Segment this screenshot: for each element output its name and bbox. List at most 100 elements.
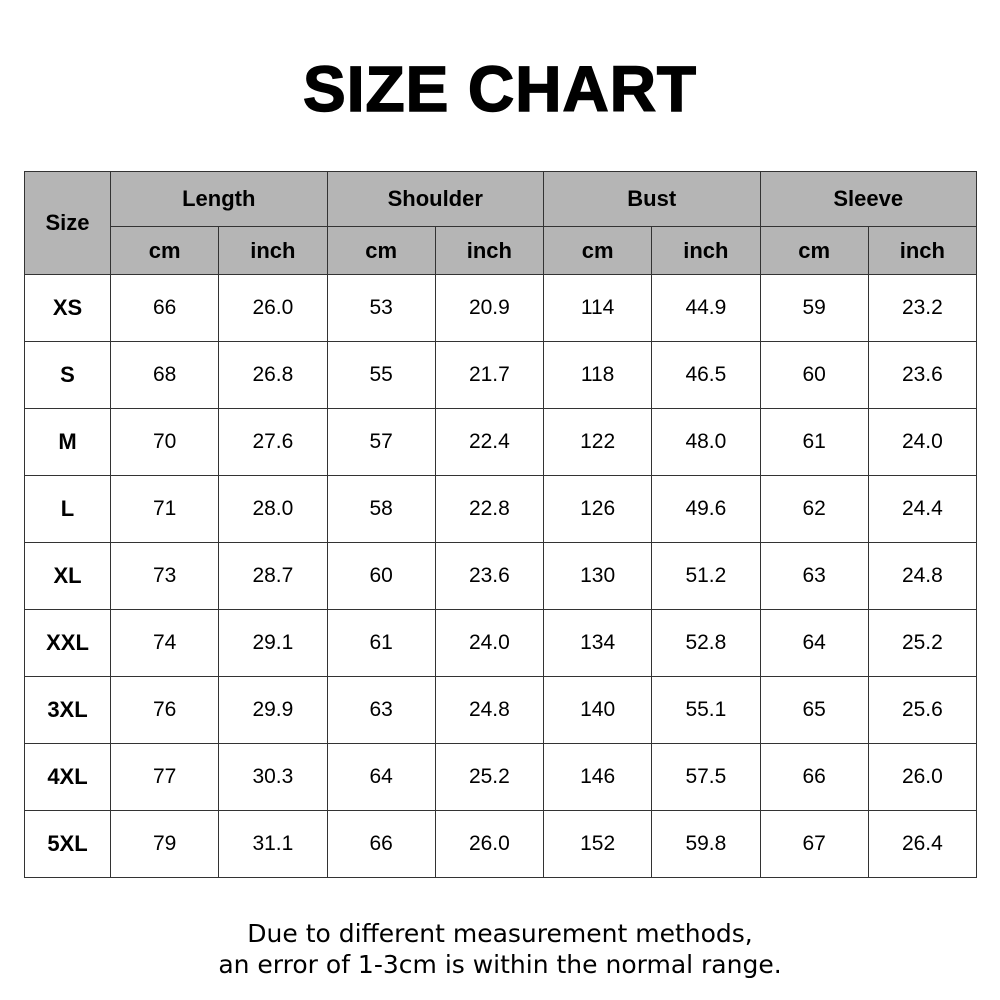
measurement-cell: 126: [542, 475, 653, 543]
header-row-groups: Size Length Shoulder Bust Sleeve: [24, 171, 977, 275]
measurement-cell: 30.3: [218, 743, 328, 811]
measurement-cell: 26.0: [867, 743, 978, 811]
measurement-cell: 48.0: [651, 408, 761, 476]
measurement-cell: 49.6: [651, 475, 761, 543]
measurement-cell: 26.8: [218, 341, 328, 409]
measurement-cell: 28.7: [218, 542, 328, 610]
measurement-cell: 22.8: [434, 475, 545, 543]
measurement-cell: 26.0: [218, 274, 328, 342]
size-cell: 3XL: [24, 676, 111, 744]
unit-header-cm: cm: [759, 226, 869, 275]
size-cell: XXL: [24, 609, 111, 677]
measurement-cell: 57.5: [651, 743, 761, 811]
unit-header-cm: cm: [542, 226, 653, 275]
table-row: XS 66 26.0 53 20.9 114 44.9 59 23.2: [24, 274, 978, 342]
measurement-cell: 77: [109, 743, 220, 811]
measurement-cell: 59: [759, 274, 869, 342]
table-row: 4XL 77 30.3 64 25.2 146 57.5 66 26.0: [24, 743, 978, 811]
measurement-cell: 79: [109, 810, 220, 878]
measurement-cell: 118: [542, 341, 653, 409]
group-header-shoulder: Shoulder: [326, 171, 544, 227]
measurement-cell: 24.0: [867, 408, 978, 476]
measurement-cell: 130: [542, 542, 653, 610]
measurement-cell: 24.8: [434, 676, 545, 744]
measurement-cell: 25.2: [867, 609, 978, 677]
group-header-sleeve: Sleeve: [759, 171, 977, 227]
table-row: XL 73 28.7 60 23.6 130 51.2 63 24.8: [24, 542, 978, 610]
measurement-cell: 134: [542, 609, 653, 677]
measurement-cell: 44.9: [651, 274, 761, 342]
page-title: SIZE CHART: [302, 52, 697, 126]
table-row: M 70 27.6 57 22.4 122 48.0 61 24.0: [24, 408, 978, 476]
measurement-cell: 24.4: [867, 475, 978, 543]
measurement-cell: 57: [326, 408, 436, 476]
measurement-cell: 28.0: [218, 475, 328, 543]
table-body: XS 66 26.0 53 20.9 114 44.9 59 23.2 S 68 26.8 55 21.7…: [24, 274, 978, 878]
unit-header-inch: inch: [218, 226, 328, 275]
measurement-cell: 146: [542, 743, 653, 811]
size-cell: M: [24, 408, 111, 476]
measurement-cell: 23.6: [434, 542, 545, 610]
measurement-cell: 58: [326, 475, 436, 543]
group-header-length: Length: [110, 171, 328, 227]
measurement-cell: 63: [759, 542, 869, 610]
measurement-cell: 29.1: [218, 609, 328, 677]
table-row: S 68 26.8 55 21.7 118 46.5 60 23.6: [24, 341, 978, 409]
measurement-cell: 26.0: [434, 810, 545, 878]
table-row: L 71 28.0 58 22.8 126 49.6 62 24.4: [24, 475, 978, 543]
measurement-cell: 70: [109, 408, 220, 476]
size-cell: 5XL: [24, 810, 111, 878]
measurement-cell: 66: [109, 274, 220, 342]
measurement-cell: 52.8: [651, 609, 761, 677]
measurement-cell: 55: [326, 341, 436, 409]
measurement-cell: 31.1: [218, 810, 328, 878]
measurement-cell: 25.6: [867, 676, 978, 744]
size-header: Size: [24, 171, 111, 275]
measurement-cell: 74: [109, 609, 220, 677]
measurement-cell: 24.8: [867, 542, 978, 610]
measurement-cell: 22.4: [434, 408, 545, 476]
measurement-cell: 27.6: [218, 408, 328, 476]
measurement-cell: 46.5: [651, 341, 761, 409]
size-cell: 4XL: [24, 743, 111, 811]
measurement-cell: 55.1: [651, 676, 761, 744]
measurement-cell: 114: [542, 274, 653, 342]
unit-header-inch: inch: [651, 226, 761, 275]
measurement-cell: 61: [759, 408, 869, 476]
measurement-cell: 65: [759, 676, 869, 744]
measurement-cell: 67: [759, 810, 869, 878]
unit-header-cm: cm: [109, 226, 220, 275]
measurement-cell: 23.6: [867, 341, 978, 409]
measurement-cell: 76: [109, 676, 220, 744]
measurement-cell: 25.2: [434, 743, 545, 811]
unit-header-cm: cm: [326, 226, 436, 275]
size-cell: S: [24, 341, 111, 409]
note-line-1: Due to different measurement methods,: [247, 919, 753, 948]
measurement-cell: 60: [326, 542, 436, 610]
table-row: XXL 74 29.1 61 24.0 134 52.8 64 25.2: [24, 609, 978, 677]
measurement-cell: 60: [759, 341, 869, 409]
measurement-cell: 122: [542, 408, 653, 476]
size-cell: XL: [24, 542, 111, 610]
measurement-cell: 66: [326, 810, 436, 878]
measurement-cell: 152: [542, 810, 653, 878]
unit-header-inch: inch: [867, 226, 978, 275]
size-cell: XS: [24, 274, 111, 342]
measurement-cell: 64: [759, 609, 869, 677]
table-row: 5XL 79 31.1 66 26.0 152 59.8 67 26.4: [24, 810, 978, 878]
measurement-cell: 24.0: [434, 609, 545, 677]
measurement-cell: 53: [326, 274, 436, 342]
measurement-cell: 64: [326, 743, 436, 811]
measurement-cell: 61: [326, 609, 436, 677]
measurement-cell: 51.2: [651, 542, 761, 610]
measurement-cell: 140: [542, 676, 653, 744]
header-row-units: cm inch cm inch cm inch cm inch: [25, 226, 978, 275]
measurement-cell: 59.8: [651, 810, 761, 878]
measurement-cell: 68: [109, 341, 220, 409]
measurement-cell: 63: [326, 676, 436, 744]
measurement-cell: 20.9: [434, 274, 545, 342]
measurement-cell: 62: [759, 475, 869, 543]
unit-header-inch: inch: [434, 226, 545, 275]
group-header-bust: Bust: [543, 171, 761, 227]
size-cell: L: [24, 475, 111, 543]
